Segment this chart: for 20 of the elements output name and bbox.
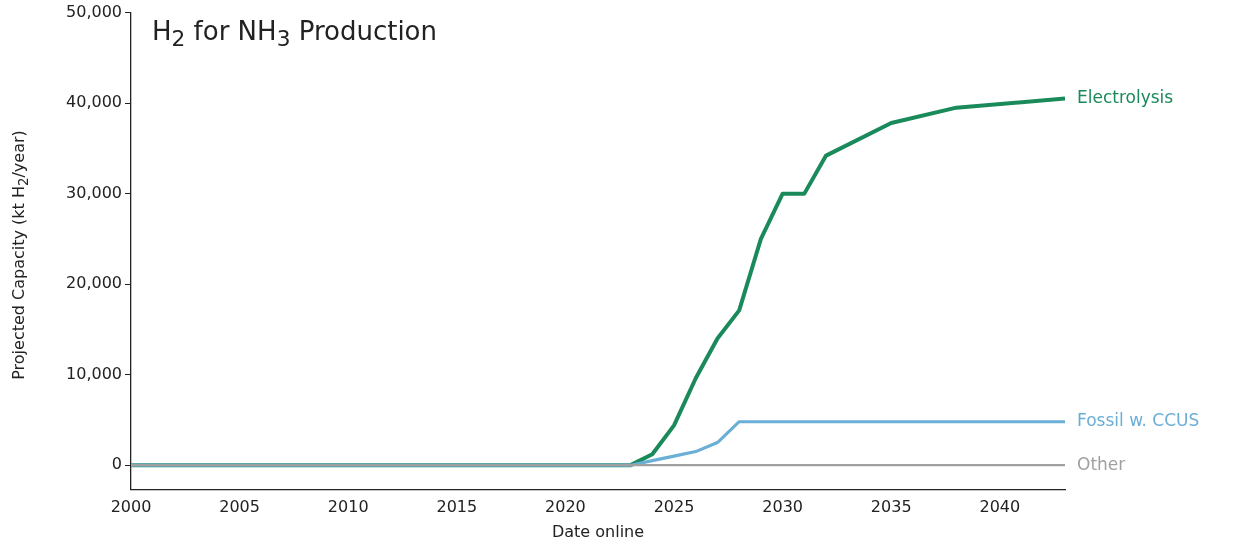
x-tick-label: 2025 bbox=[653, 497, 695, 517]
y-tick-label: 10,000 bbox=[66, 363, 122, 383]
series-label: Electrolysis bbox=[1077, 87, 1174, 108]
x-tick-label: 2020 bbox=[545, 497, 586, 517]
y-tick-label: 50,000 bbox=[66, 1, 122, 21]
x-axis-title: Date online bbox=[551, 521, 645, 541]
x-tick-label: 2040 bbox=[979, 497, 1021, 517]
y-tick-label: 0 bbox=[111, 454, 122, 474]
chart-title: H$_{2}$ for NH$_{3}$ Production bbox=[152, 16, 437, 52]
x-tick-label: 2030 bbox=[762, 497, 803, 517]
x-tick-label: 2010 bbox=[327, 497, 369, 517]
y-tick-label: 30,000 bbox=[66, 182, 122, 202]
series-label: Other bbox=[1077, 453, 1126, 474]
x-tick-label: 2035 bbox=[870, 497, 912, 517]
x-tick-label: 2015 bbox=[436, 497, 478, 517]
y-tick-label: 20,000 bbox=[66, 273, 122, 293]
y-tick-label: 40,000 bbox=[66, 92, 122, 112]
series-label: Fossil w. CCUS bbox=[1077, 410, 1200, 431]
x-tick-label: 2000 bbox=[110, 497, 152, 517]
x-tick-label: 2005 bbox=[219, 497, 260, 517]
